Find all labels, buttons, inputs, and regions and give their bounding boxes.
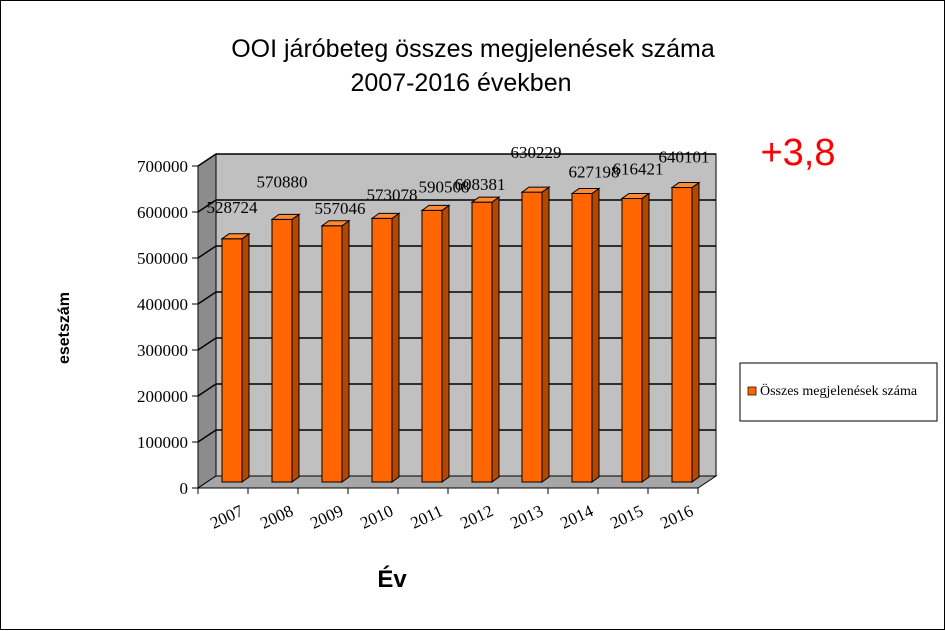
x-tick-label: 2009 bbox=[307, 501, 346, 533]
bar-side bbox=[691, 181, 700, 483]
bar-front bbox=[421, 209, 443, 483]
bar-side bbox=[641, 192, 650, 483]
data-label: 570880 bbox=[257, 172, 308, 191]
bar-side bbox=[391, 212, 400, 483]
bar-front bbox=[471, 201, 493, 483]
bar-top bbox=[570, 187, 601, 194]
x-tick-label: 2011 bbox=[408, 501, 446, 532]
data-label: 608381 bbox=[455, 175, 506, 194]
x-tick-label: 2010 bbox=[357, 501, 396, 533]
bar-top bbox=[420, 204, 451, 211]
x-tick-label: 2014 bbox=[557, 501, 596, 533]
x-tick-label: 2008 bbox=[257, 501, 296, 533]
y-tick-label: 600000 bbox=[137, 203, 188, 222]
data-label: 557046 bbox=[315, 199, 366, 218]
y-tick-label: 700000 bbox=[137, 157, 188, 176]
legend: Összes megjelenések száma bbox=[739, 362, 938, 422]
bar-side bbox=[491, 196, 500, 483]
bar-front bbox=[621, 197, 643, 483]
chart-title-line1: OOI járóbeteg összes megjelenések száma bbox=[231, 35, 715, 63]
gridline bbox=[197, 153, 716, 167]
change-annotation: +3,8 bbox=[760, 132, 835, 174]
bar-side bbox=[341, 219, 350, 483]
y-axis-title: esetszám bbox=[56, 292, 73, 364]
y-axis-ticks: 0 100000 200000 300000 400000 500000 600000 700… bbox=[137, 157, 199, 498]
bar-top bbox=[370, 212, 401, 219]
x-axis-ticks: 2007 2008 2009 2010 2011 2012 2013 2014 2015 2016 bbox=[197, 487, 699, 533]
bar-side bbox=[591, 187, 600, 483]
data-label: 630229 bbox=[511, 143, 562, 162]
bar-front bbox=[521, 191, 543, 483]
bar-side bbox=[441, 204, 450, 483]
x-tick-label: 2015 bbox=[607, 501, 646, 533]
x-tick-label: 2016 bbox=[657, 501, 696, 533]
legend-swatch bbox=[747, 386, 757, 396]
bar-front bbox=[371, 217, 393, 483]
y-tick-label: 100000 bbox=[137, 433, 188, 452]
bar-top bbox=[270, 213, 301, 220]
data-label: 627198 bbox=[569, 162, 620, 181]
data-label: 528724 bbox=[207, 198, 259, 217]
bar-side bbox=[541, 186, 550, 483]
bar-top bbox=[320, 220, 351, 227]
bar-top bbox=[670, 182, 701, 189]
bar-top bbox=[470, 196, 501, 203]
bars-group bbox=[220, 181, 701, 483]
y-tick-label: 200000 bbox=[137, 387, 188, 406]
legend-label: Összes megjelenések száma bbox=[760, 382, 918, 399]
bar-side bbox=[241, 232, 250, 483]
data-label: 640101 bbox=[659, 148, 710, 167]
y-tick-label: 0 bbox=[180, 479, 189, 498]
y-tick-label: 400000 bbox=[137, 295, 188, 314]
bar-top bbox=[620, 192, 651, 199]
x-tick-label: 2013 bbox=[507, 501, 546, 533]
bar-top bbox=[520, 186, 551, 193]
x-tick-label: 2012 bbox=[457, 501, 496, 533]
chart-title-line2: 2007-2016 években bbox=[350, 69, 571, 97]
bar-front bbox=[571, 192, 593, 483]
bar-front bbox=[671, 187, 693, 483]
x-axis-title: Év bbox=[377, 565, 407, 593]
bar-top bbox=[220, 233, 251, 240]
bar-side bbox=[291, 213, 300, 483]
legend-box bbox=[739, 362, 938, 422]
data-label: 590508 bbox=[419, 177, 470, 196]
bar-front bbox=[321, 225, 343, 483]
data-label: 616421 bbox=[613, 159, 664, 178]
x-tick-label: 2007 bbox=[207, 501, 246, 533]
bar-front bbox=[271, 218, 293, 483]
bar-front bbox=[221, 238, 243, 483]
y-tick-label: 500000 bbox=[137, 249, 188, 268]
data-label: 573078 bbox=[367, 185, 418, 204]
y-tick-label: 300000 bbox=[137, 341, 188, 360]
